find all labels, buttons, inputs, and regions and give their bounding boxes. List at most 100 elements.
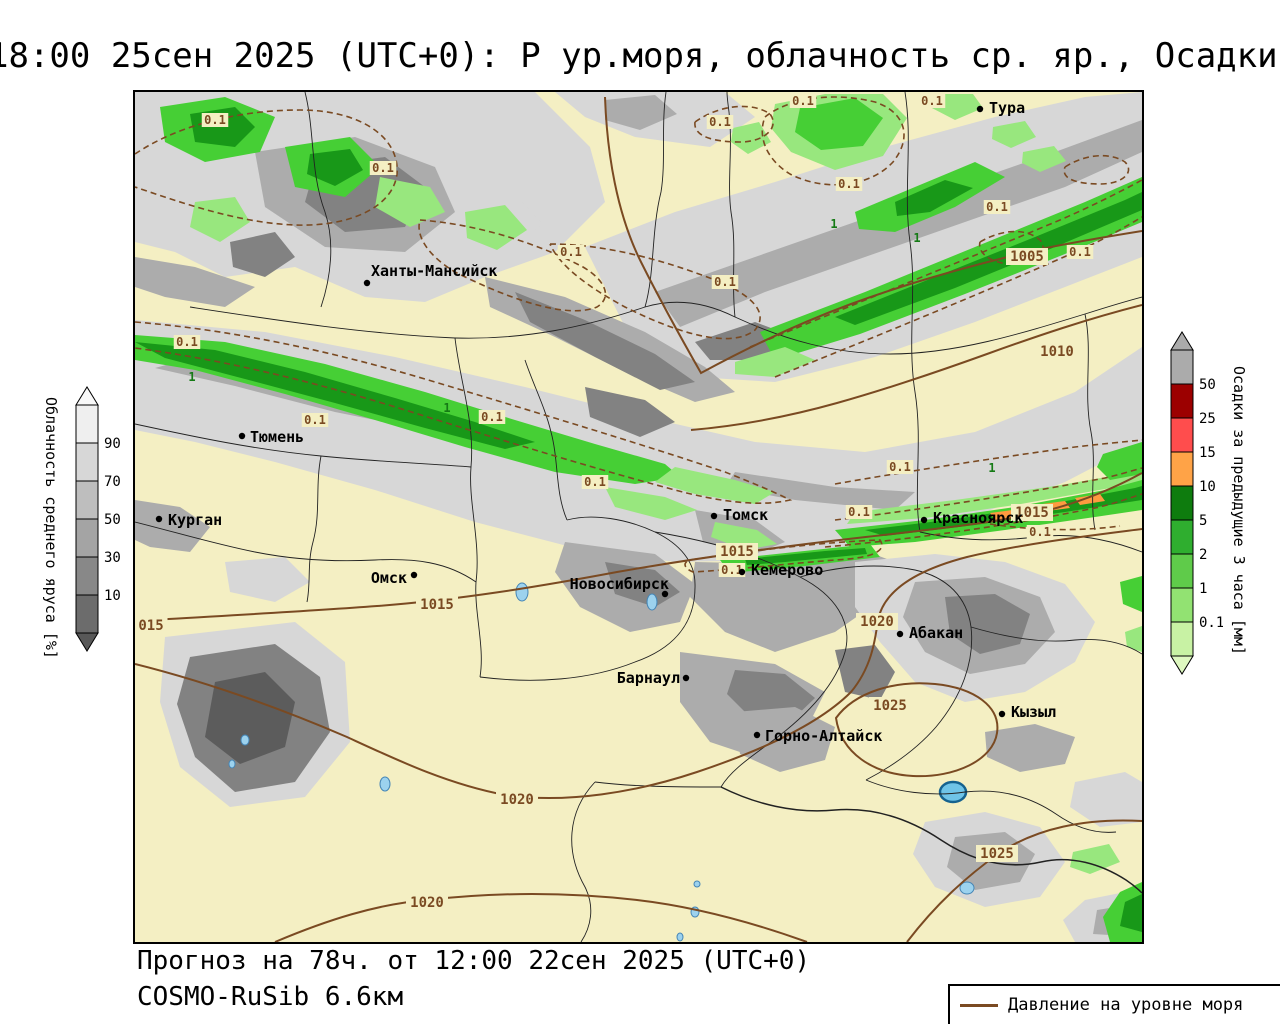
city-label: Кемерово <box>751 561 823 579</box>
lake <box>959 881 975 895</box>
precip-contour <box>824 493 1142 548</box>
contour-label: 0.1 <box>204 113 226 127</box>
isobar-label-box <box>1036 343 1078 360</box>
cloud-region <box>205 672 295 764</box>
colorbar-segment <box>1170 621 1194 657</box>
admin-border <box>1084 313 1096 531</box>
admin-border <box>865 779 1117 833</box>
colorbar-tick: 1 <box>1199 581 1207 597</box>
precip-colorbar-label: Осадки за предыдущие 3 часа [мм] <box>1230 365 1248 655</box>
isobar-label-box <box>976 845 1018 862</box>
admin-border <box>304 92 332 308</box>
admin-border <box>306 455 322 603</box>
city-dot <box>753 731 761 739</box>
isobar-label: 015 <box>138 618 163 634</box>
precip-contour <box>694 105 774 143</box>
colorbar-segment <box>1170 587 1194 623</box>
colorbar-segment <box>1170 451 1194 487</box>
colorbar-segment <box>75 480 99 520</box>
precip-colorbar: 50 25 15 10 5 2 1 0.1 <box>1170 331 1223 675</box>
precip-region <box>865 486 1142 536</box>
city-dot <box>920 516 928 524</box>
lake <box>646 593 658 611</box>
colorbar-segment <box>1170 553 1194 589</box>
admin-border <box>524 359 568 521</box>
admin-border <box>970 626 1142 655</box>
contour-label: 0.1 <box>481 410 503 424</box>
colorbar-tick: 50 <box>1199 377 1216 393</box>
admin-border <box>720 786 1142 894</box>
contour-label-box <box>301 413 329 427</box>
contour-label: 0.1 <box>372 161 394 175</box>
contour-label-box <box>1026 525 1054 539</box>
contour-label-box <box>711 275 739 289</box>
precip-region <box>1097 442 1142 480</box>
colorbar-arrow-top <box>1170 331 1194 351</box>
isobar-label: 1010 <box>1040 344 1074 360</box>
colorbar-tick: 2 <box>1199 547 1207 563</box>
colorbar-tick: 50 <box>104 512 121 528</box>
admin-border <box>189 296 1142 355</box>
colorbar-tick: 5 <box>1199 513 1207 529</box>
forecast-info: Прогноз на 78ч. от 12:00 22сен 2025 (UTC… <box>137 946 811 976</box>
admin-border <box>571 781 596 942</box>
colorbar-tick: 30 <box>104 550 121 566</box>
precip-contour <box>684 539 883 573</box>
cloud-region <box>605 562 680 607</box>
isobar-line <box>834 682 999 778</box>
precip-contour <box>834 439 1142 485</box>
isobar-label-box <box>416 596 458 613</box>
precip-region <box>992 121 1036 148</box>
isobar-label-box <box>406 894 448 911</box>
contour-label-box <box>886 460 914 474</box>
city-dot <box>896 630 904 638</box>
precip-contour <box>1063 154 1130 185</box>
cloud-region <box>605 95 677 130</box>
isobar-label: 1005 <box>1010 249 1044 265</box>
contour-label: 0.1 <box>1029 525 1051 539</box>
admin-border <box>594 781 722 788</box>
contour-label-box <box>918 94 946 108</box>
isobar-label: 1025 <box>980 846 1014 862</box>
contour-label: 1 <box>443 401 450 415</box>
contour-label: 0.1 <box>792 94 814 108</box>
precip-region <box>735 347 815 377</box>
admin-border <box>726 92 736 318</box>
precip-contour <box>418 219 607 312</box>
isobar-label-box <box>716 543 758 560</box>
precip-contour <box>761 96 905 186</box>
contour-label-box <box>478 410 506 424</box>
contour-label: 1 <box>988 461 995 475</box>
cloud-colorbar: 90 70 50 30 10 <box>75 386 121 652</box>
model-info: COSMO-RuSib 6.6км <box>137 982 404 1012</box>
city-label: Горно-Алтайск <box>765 727 882 745</box>
lake <box>240 734 250 746</box>
contour-label-box <box>557 245 585 259</box>
contour-label: 0.1 <box>714 275 736 289</box>
precip-contour <box>834 467 1142 521</box>
admin-border <box>374 559 477 583</box>
precip-region <box>190 197 250 242</box>
colorbar-segment <box>1170 349 1194 385</box>
precip-region <box>795 98 883 150</box>
colorbar-arrow-bottom <box>1170 655 1194 675</box>
colorbar-tick: 10 <box>104 588 121 604</box>
admin-border <box>644 92 667 308</box>
admin-border <box>135 521 376 562</box>
colorbar-tick: 25 <box>1199 411 1216 427</box>
admin-border <box>454 337 482 678</box>
colorbar-segment <box>75 404 99 444</box>
colorbar-tick: 10 <box>1199 479 1216 495</box>
contour-label-box <box>835 177 863 191</box>
colorbar-segment <box>75 556 99 596</box>
contour-label: 0.1 <box>304 413 326 427</box>
precip-region <box>135 342 535 449</box>
lake <box>515 582 529 602</box>
cloud-region <box>585 387 675 437</box>
city-dot <box>998 710 1006 718</box>
isobar-label: 1020 <box>410 895 444 911</box>
city-label: Курган <box>168 511 222 529</box>
isobar-label-box <box>1006 248 1048 265</box>
city-label: Красноярск <box>933 509 1023 527</box>
